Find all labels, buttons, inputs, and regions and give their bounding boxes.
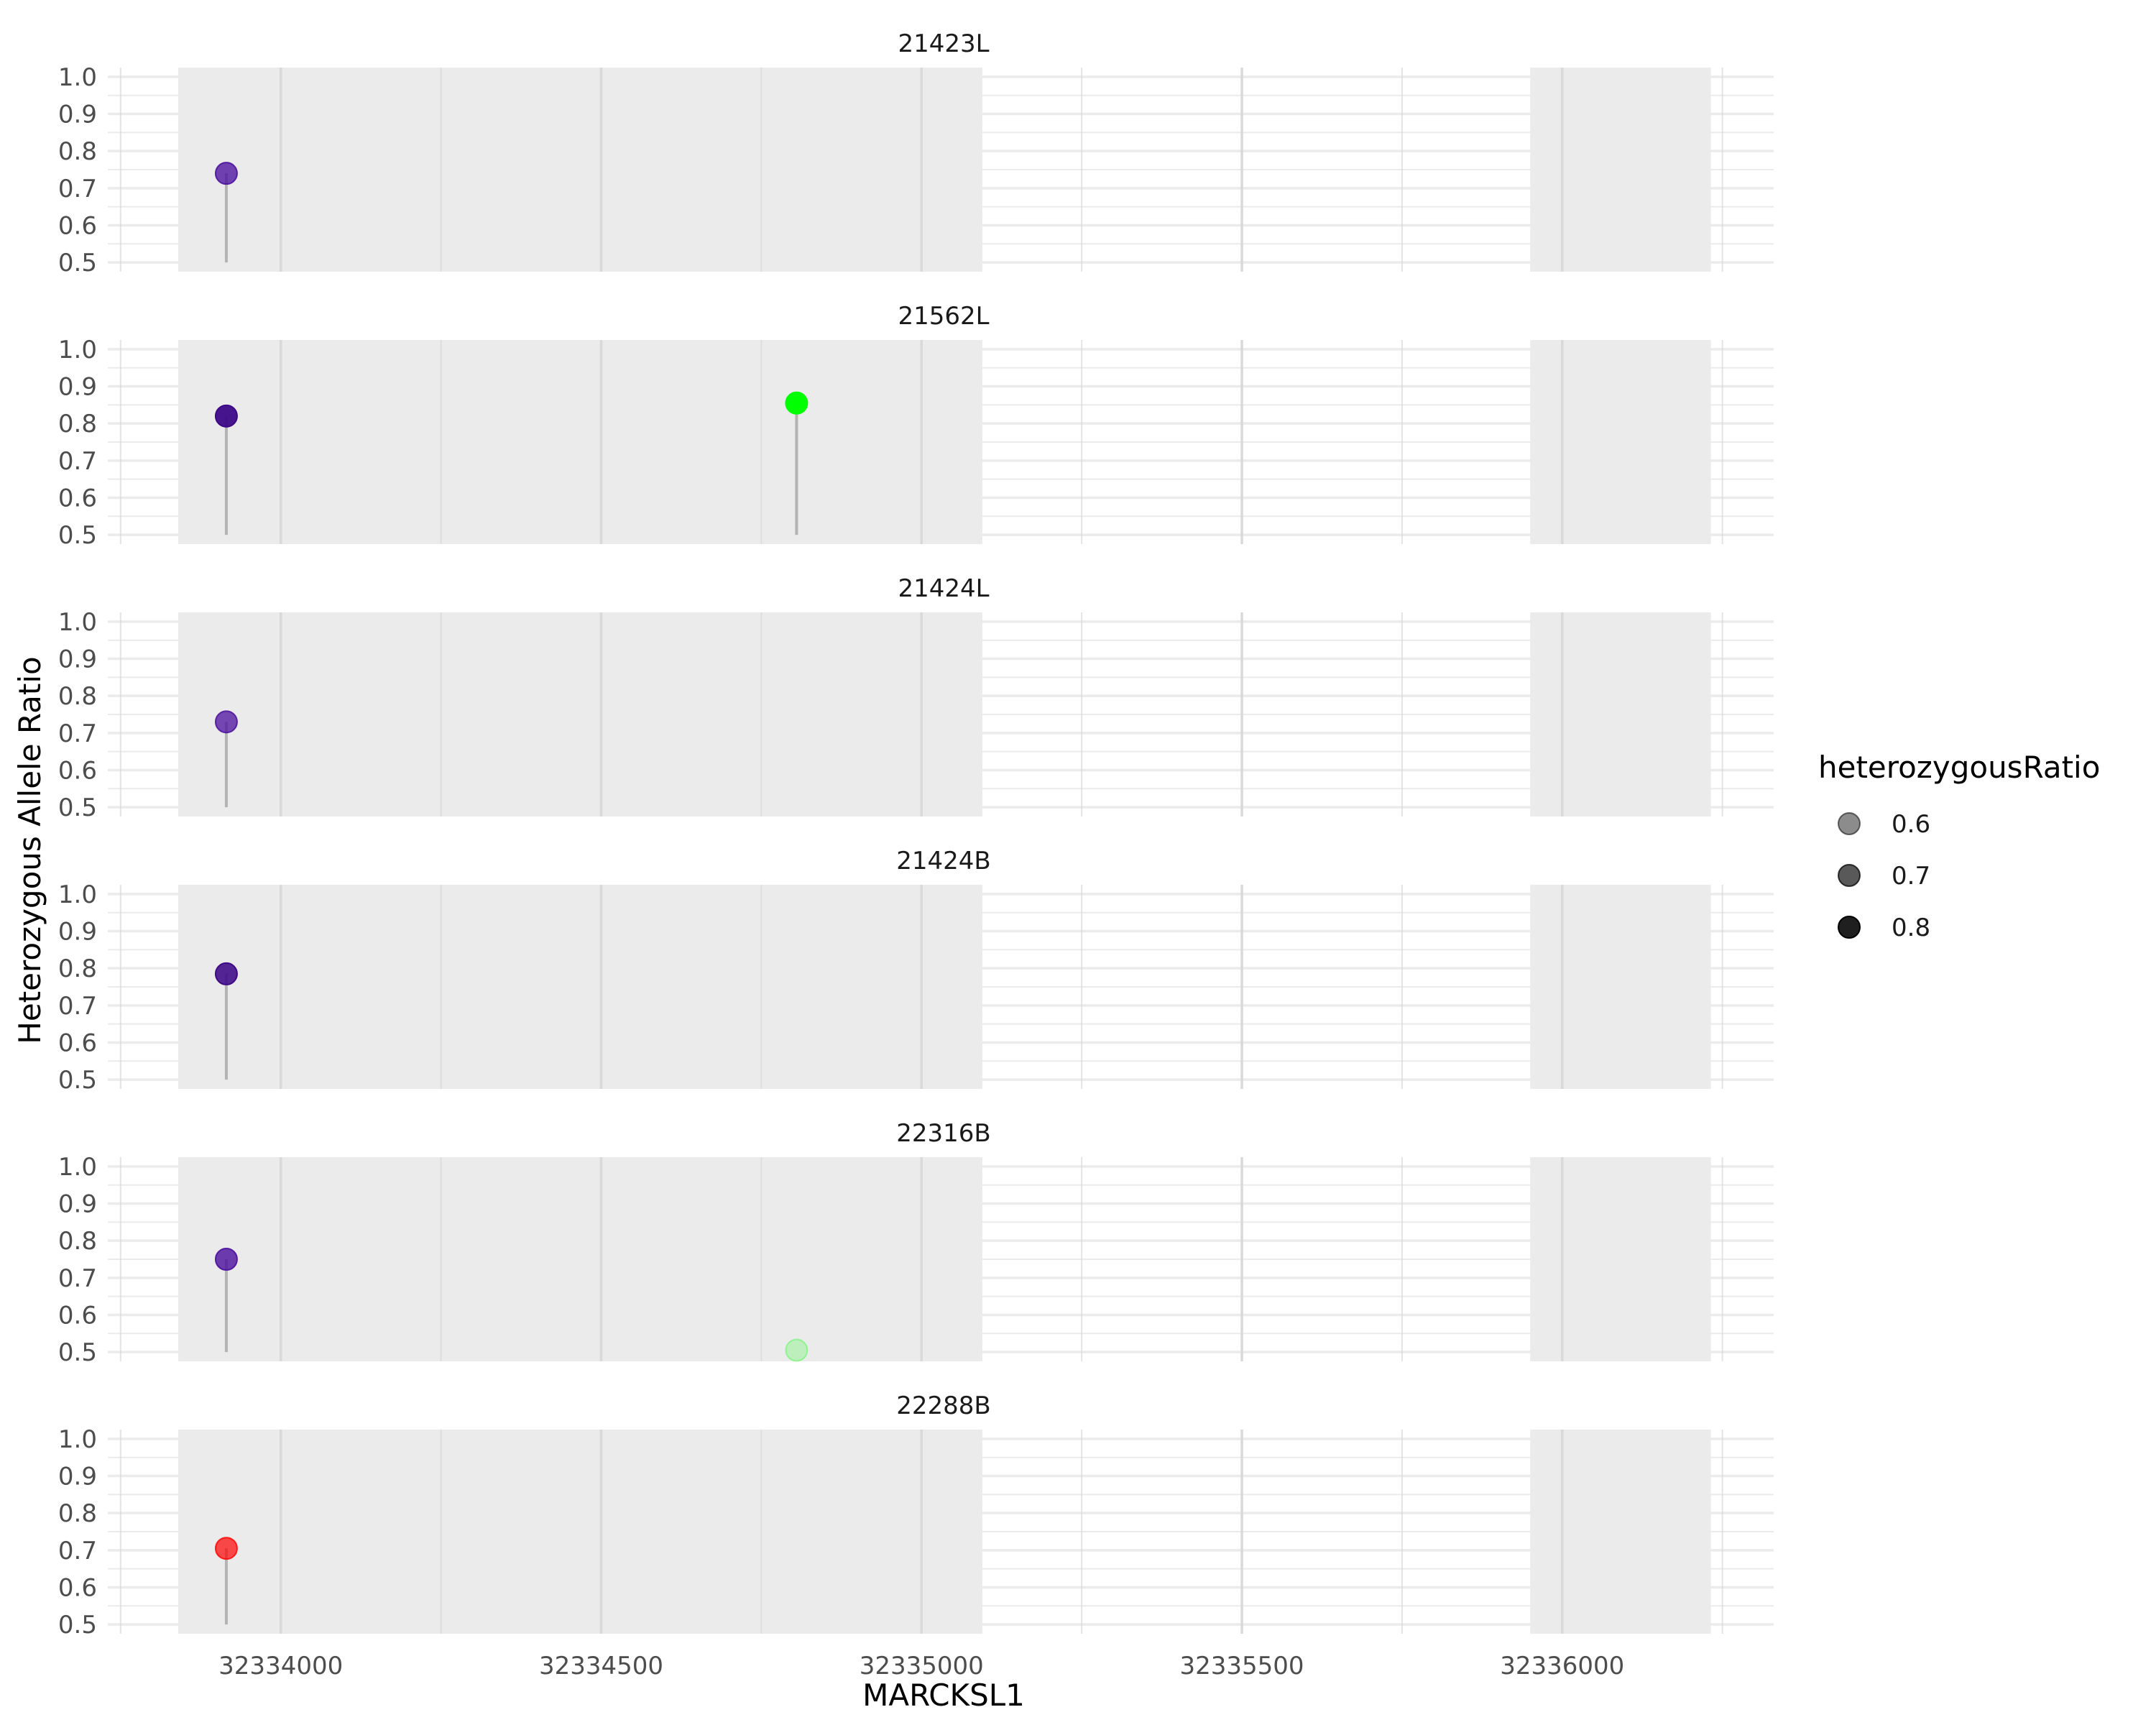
facet-strip-label: 22288B — [896, 1392, 990, 1420]
data-point — [214, 962, 238, 985]
y-tick-label: 1.0 — [58, 880, 97, 909]
x-tick-label: 32334000 — [218, 1652, 343, 1680]
y-tick-label: 1.0 — [58, 336, 97, 364]
y-tick-label: 0.5 — [58, 1338, 97, 1367]
facet-strip-label: 21424L — [898, 574, 989, 603]
y-tick-label: 0.8 — [58, 1227, 97, 1256]
facet-strip-label: 21562L — [898, 302, 989, 331]
y-tick-label: 0.9 — [58, 918, 97, 947]
y-tick-label: 0.7 — [58, 447, 97, 476]
legend-label: 0.7 — [1892, 862, 1930, 891]
y-tick-label: 0.9 — [58, 645, 97, 674]
data-point — [214, 162, 238, 185]
y-tick-label: 0.9 — [58, 1190, 97, 1219]
y-tick-label: 1.0 — [58, 1153, 97, 1182]
legend-title: heterozygousRatio — [1818, 750, 2100, 785]
y-tick-label: 0.7 — [58, 1264, 97, 1293]
facet-panel: 0.5 0.6 0.7 0.8 0.9 1.0 21424B — [58, 847, 1774, 1095]
y-tick-label: 1.0 — [58, 1425, 97, 1454]
legend-key — [1838, 864, 1861, 887]
y-tick-label: 0.5 — [58, 794, 97, 822]
data-point — [214, 710, 238, 734]
facet-panel: 0.5 0.6 0.7 0.8 0.9 1.0 22316B — [58, 1119, 1774, 1367]
y-tick-label: 0.7 — [58, 992, 97, 1021]
y-tick-label: 0.8 — [58, 682, 97, 711]
y-tick-label: 0.6 — [58, 756, 97, 785]
y-axis-title: Heterozygous Allele Ratio — [12, 656, 47, 1044]
y-tick-label: 0.8 — [58, 954, 97, 983]
y-tick-label: 0.7 — [58, 175, 97, 203]
y-tick-label: 0.6 — [58, 1029, 97, 1057]
legend-key — [1838, 812, 1861, 835]
x-tick-label: 32334500 — [539, 1652, 663, 1680]
y-tick-label: 0.7 — [58, 719, 97, 748]
y-tick-label: 0.6 — [58, 1573, 97, 1602]
y-tick-label: 0.5 — [58, 1066, 97, 1095]
data-point — [214, 1248, 238, 1271]
y-tick-label: 0.8 — [58, 410, 97, 438]
y-tick-label: 0.9 — [58, 373, 97, 402]
y-tick-label: 0.6 — [58, 211, 97, 240]
y-tick-label: 0.6 — [58, 484, 97, 512]
data-point — [785, 1338, 808, 1362]
facet-strip-label: 21423L — [898, 29, 989, 58]
panels-layer: 0.5 0.6 0.7 0.8 0.9 1.0 21423L 0.5 0.6 0.7 0.8 0.9 1… — [58, 29, 1774, 1639]
legend: heterozygousRatio 0.6 0.7 0.8 — [1818, 750, 2100, 942]
y-tick-label: 1.0 — [58, 608, 97, 637]
y-tick-label: 0.5 — [58, 249, 97, 277]
facet-panel: 0.5 0.6 0.7 0.8 0.9 1.0 21562L — [58, 302, 1774, 550]
x-axis: 32334000 32334500 32335000 32335500 32336000 — [218, 1652, 1624, 1680]
data-point — [214, 404, 238, 428]
y-tick-label: 0.9 — [58, 1463, 97, 1491]
x-tick-label: 32336000 — [1500, 1652, 1624, 1680]
legend-key — [1838, 916, 1861, 939]
y-tick-label: 0.5 — [58, 521, 97, 550]
y-tick-label: 0.8 — [58, 1499, 97, 1528]
data-point — [214, 1537, 238, 1560]
legend-label: 0.6 — [1892, 810, 1930, 839]
facet-panel: 0.5 0.6 0.7 0.8 0.9 1.0 21423L — [58, 29, 1774, 277]
facet-strip-label: 22316B — [896, 1119, 990, 1148]
x-tick-label: 32335500 — [1179, 1652, 1304, 1680]
y-tick-label: 0.7 — [58, 1537, 97, 1565]
x-axis-title: MARCKSL1 — [862, 1678, 1025, 1713]
facet-panel: 0.5 0.6 0.7 0.8 0.9 1.0 22288B — [58, 1392, 1774, 1639]
y-tick-label: 0.8 — [58, 137, 97, 166]
legend-label: 0.8 — [1892, 914, 1930, 942]
y-tick-label: 0.6 — [58, 1301, 97, 1330]
facet-strip-label: 21424B — [896, 847, 990, 875]
y-tick-label: 0.5 — [58, 1611, 97, 1639]
y-tick-label: 1.0 — [58, 63, 97, 92]
y-tick-label: 0.9 — [58, 101, 97, 129]
x-tick-label: 32335000 — [860, 1652, 984, 1680]
data-point — [785, 391, 808, 415]
facet-panel: 0.5 0.6 0.7 0.8 0.9 1.0 21424L — [58, 574, 1774, 822]
